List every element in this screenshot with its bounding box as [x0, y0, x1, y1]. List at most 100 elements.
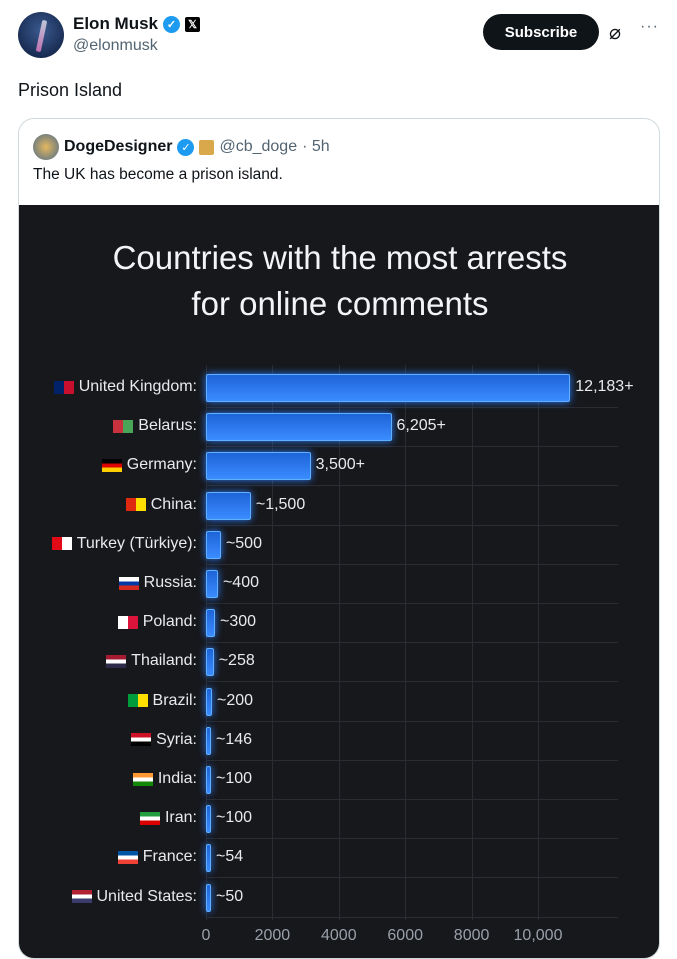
gridline — [206, 838, 618, 840]
x-tick-label: 4000 — [321, 927, 357, 944]
x-tick-label: 6000 — [387, 927, 423, 944]
category-label: Belarus: — [113, 417, 197, 435]
gridline — [206, 524, 618, 526]
flag-icon — [51, 537, 72, 551]
doge-badge-icon — [199, 139, 215, 155]
value-label: ~1,500 — [255, 495, 306, 513]
category-label: Germany: — [101, 456, 197, 474]
category-label: Thailand: — [106, 652, 197, 670]
bar-row: France: ~54 — [19, 843, 659, 873]
value-label: 3,500+ — [315, 456, 366, 474]
value-label: ~100 — [216, 809, 253, 827]
flag-icon — [53, 380, 74, 394]
gridline — [206, 681, 618, 683]
flag-icon — [117, 615, 138, 629]
bar-row: United Kingdom: 12,183+ — [19, 373, 659, 403]
bar-row: Thailand: ~258 — [19, 647, 659, 677]
x-affiliate-icon: 𝕏 — [185, 16, 201, 32]
gridline — [206, 916, 618, 918]
bar-row: Belarus: 6,205+ — [19, 412, 659, 442]
flag-icon — [118, 576, 139, 590]
category-text: Poland: — [142, 613, 197, 631]
flag-icon — [113, 419, 134, 433]
flag-icon — [71, 890, 92, 904]
bar-row: Syria: ~146 — [19, 726, 659, 756]
value-label: ~258 — [218, 652, 255, 670]
gridline — [206, 485, 618, 487]
bar — [206, 687, 212, 716]
verified-icon: ✓ — [163, 15, 181, 33]
author-handle[interactable]: @elonmusk — [73, 37, 158, 54]
quote-handle: @cb_doge — [219, 138, 298, 155]
category-label: Turkey (Türkiye): — [51, 534, 197, 553]
category-label: Brazil: — [127, 691, 197, 710]
more-icon[interactable]: ··· — [640, 18, 659, 35]
value-label: ~54 — [216, 848, 244, 866]
bar-row: Germany: 3,500+ — [19, 451, 659, 481]
flag-icon — [125, 498, 146, 512]
category-text: Iran: — [164, 809, 197, 827]
flag-icon — [139, 811, 160, 825]
bar — [206, 530, 221, 559]
grok-icon[interactable]: ⌀ — [609, 22, 622, 44]
bar — [206, 805, 211, 834]
value-label: ~100 — [216, 770, 253, 787]
post-text: Prison Island — [18, 80, 123, 100]
category-text: United Kingdom: — [78, 378, 197, 395]
category-label: Poland: — [117, 613, 197, 631]
category-text: India: — [157, 770, 197, 787]
gridline — [206, 720, 618, 722]
quote-author: DogeDesigner — [64, 138, 173, 155]
bar-row: Poland: ~300 — [19, 608, 659, 638]
bar — [206, 766, 211, 794]
author-name[interactable]: Elon Musk ✓ 𝕏 — [73, 14, 201, 34]
chart-title-line-2: for online comments — [191, 285, 489, 322]
flag-icon — [106, 654, 127, 668]
flag-icon — [131, 733, 152, 747]
bar — [206, 452, 311, 481]
verified-icon: ✓ — [177, 138, 195, 156]
quote-text: The UK has become a prison island. — [33, 166, 283, 183]
category-label: United Kingdom: — [53, 378, 197, 396]
category-text: Turkey (Türkiye): — [76, 534, 197, 552]
category-label: Russia: — [118, 574, 197, 592]
x-tick-label: 2000 — [254, 927, 291, 944]
bar — [206, 883, 211, 912]
category-label: Iran: — [139, 809, 197, 827]
quoted-post[interactable]: DogeDesigner ✓ @cb_doge · 5h The UK has … — [18, 118, 660, 959]
bar-row: China: ~1,500 — [19, 491, 659, 521]
x-tick-label: 0 — [201, 927, 211, 944]
gridline — [206, 563, 618, 565]
bar — [206, 491, 251, 520]
category-label: China: — [125, 496, 197, 514]
bar-row: Iran: ~100 — [19, 804, 659, 834]
bar-row: United States: ~50 — [19, 883, 659, 913]
category-text: Thailand: — [131, 652, 197, 670]
gridline — [206, 407, 618, 408]
x-tick-label: 10,000 — [513, 927, 563, 944]
subscribe-button[interactable]: Subscribe — [483, 14, 599, 50]
bar-row: Brazil: ~200 — [19, 687, 659, 717]
bar — [206, 844, 211, 873]
value-label: ~400 — [222, 574, 259, 591]
bar-row: India: ~100 — [19, 765, 659, 795]
quote-time: · 5h — [302, 138, 330, 155]
value-label: ~300 — [219, 613, 257, 631]
bar — [206, 374, 571, 402]
value-label: ~50 — [216, 887, 244, 905]
avatar[interactable] — [18, 12, 64, 58]
bar-row: Russia: ~400 — [19, 569, 659, 599]
x-tick-label: 8000 — [453, 927, 490, 944]
value-label: 6,205+ — [396, 417, 446, 435]
category-text: Russia: — [143, 574, 197, 591]
bar-row: Turkey (Türkiye): ~500 — [19, 530, 659, 560]
value-label: ~200 — [216, 691, 254, 709]
category-text: United States: — [96, 887, 198, 905]
bar — [206, 609, 215, 638]
chart-title-line-1: Countries with the most arrests — [112, 239, 568, 276]
bar — [206, 413, 392, 442]
gridline — [206, 759, 618, 761]
flag-icon — [101, 458, 122, 472]
category-text: Brazil: — [152, 691, 197, 709]
quote-avatar — [33, 134, 59, 160]
